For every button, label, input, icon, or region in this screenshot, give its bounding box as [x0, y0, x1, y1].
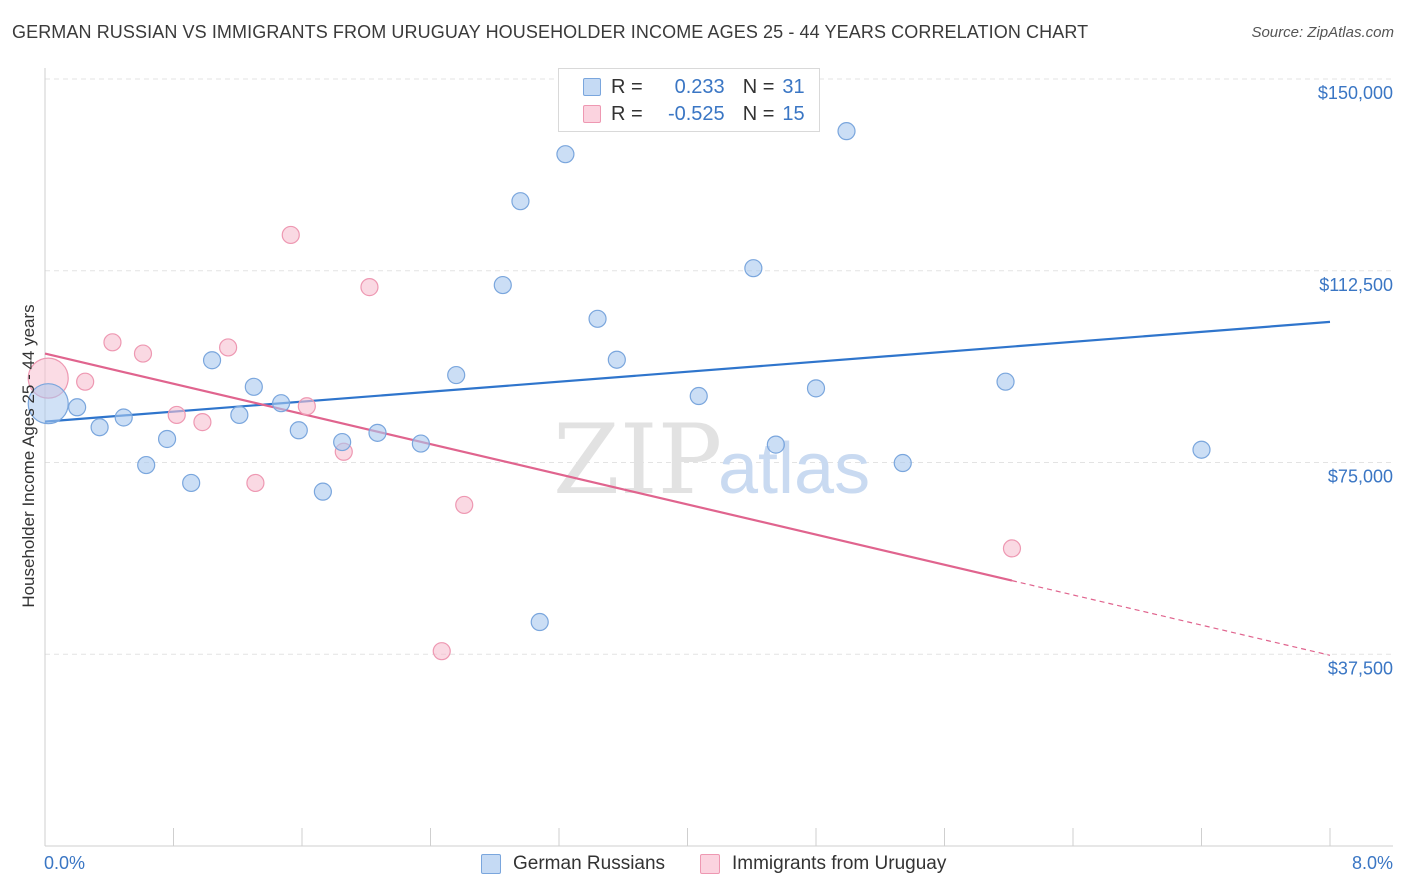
data-point — [137, 455, 156, 475]
data-point — [455, 495, 474, 515]
data-point — [27, 383, 69, 425]
legend-row-uruguay: R = -0.525 N = 15 — [583, 102, 805, 126]
data-point — [133, 344, 153, 363]
trend-lines — [44, 320, 1331, 656]
y-tick-label: $112,500 — [1319, 275, 1393, 295]
bottom-legend-uruguay: Immigrants from Uruguay — [700, 852, 946, 876]
data-point — [411, 434, 430, 453]
data-point — [556, 145, 575, 164]
data-point — [167, 405, 186, 425]
x-tick-label-max: 8.0% — [1352, 853, 1393, 873]
bottom-legend-label-german-russians: German Russians — [513, 853, 666, 874]
bottom-swatch-uruguay — [700, 854, 720, 874]
legend-row-german-russians: R = 0.233 N = 31 — [583, 75, 805, 99]
legend-r-label: R = — [611, 75, 643, 98]
legend-n-value: 15 — [782, 102, 805, 125]
legend-n-value: 31 — [782, 75, 805, 98]
data-point — [68, 398, 87, 417]
data-point — [607, 350, 626, 369]
data-point — [447, 365, 466, 385]
data-point — [90, 418, 109, 437]
data-point — [806, 379, 826, 398]
bottom-swatch-german-russians — [481, 854, 501, 874]
data-point — [193, 413, 212, 432]
legend-swatch-uruguay — [583, 105, 601, 123]
axis-labels: 0.0% 8.0% Householder Income Ages 25 - 4… — [19, 83, 1393, 873]
legend-swatch-german-russians — [583, 78, 601, 96]
legend-n-label: N = — [742, 102, 775, 125]
legend-r-value: -0.525 — [667, 102, 725, 125]
bottom-legend-label-uruguay: Immigrants from Uruguay — [732, 853, 947, 874]
data-point — [297, 397, 316, 416]
x-tick-label-min: 0.0% — [44, 853, 85, 873]
data-point — [1192, 440, 1211, 459]
legend-n-label: N = — [742, 75, 775, 98]
y-tick-label: $150,000 — [1318, 83, 1393, 103]
data-point — [493, 275, 512, 295]
watermark-zip: ZIP — [553, 404, 722, 516]
data-point — [837, 122, 856, 141]
data-point — [244, 377, 263, 396]
bottom-legend-german-russians: German Russians — [481, 852, 665, 876]
data-point — [689, 386, 708, 406]
data-point — [744, 259, 763, 278]
data-point — [766, 435, 785, 454]
data-point — [432, 642, 451, 661]
data-point — [511, 192, 530, 211]
data-point — [893, 453, 912, 473]
data-point — [219, 338, 238, 357]
data-point — [313, 482, 332, 501]
data-point — [281, 225, 300, 245]
data-point — [182, 473, 201, 493]
data-point — [368, 423, 387, 442]
data-point — [588, 309, 607, 328]
data-point — [157, 429, 177, 449]
watermark: ZIP atlas — [553, 404, 870, 516]
data-points — [27, 122, 1211, 661]
trend-line-dashed — [1011, 580, 1331, 656]
watermark-atlas: atlas — [718, 429, 870, 509]
source-attribution: Source: ZipAtlas.com — [1251, 24, 1394, 41]
data-point — [289, 421, 308, 440]
data-point — [272, 394, 291, 413]
y-axis-label: Householder Income Ages 25 - 44 years — [19, 304, 38, 607]
axes — [44, 68, 1393, 847]
correlation-legend: R = 0.233 N = 31 R = -0.525 N = 15 — [558, 68, 820, 132]
chart-title: GERMAN RUSSIAN VS IMMIGRANTS FROM URUGUA… — [12, 22, 1089, 42]
legend-r-label: R = — [611, 102, 643, 125]
data-point — [530, 612, 549, 632]
data-point — [333, 432, 352, 452]
legend-r-value: 0.233 — [674, 75, 725, 98]
gridlines — [45, 78, 1393, 655]
data-point — [360, 278, 379, 297]
data-point — [996, 372, 1015, 391]
data-point — [76, 372, 95, 391]
y-tick-label: $37,500 — [1328, 658, 1393, 678]
data-point — [230, 405, 249, 425]
data-point — [103, 333, 122, 352]
y-tick-label: $75,000 — [1328, 467, 1393, 487]
data-point — [202, 351, 222, 370]
data-point — [1002, 539, 1022, 558]
data-point — [246, 473, 265, 493]
data-point — [114, 408, 133, 427]
trend-line-solid — [44, 352, 1013, 582]
